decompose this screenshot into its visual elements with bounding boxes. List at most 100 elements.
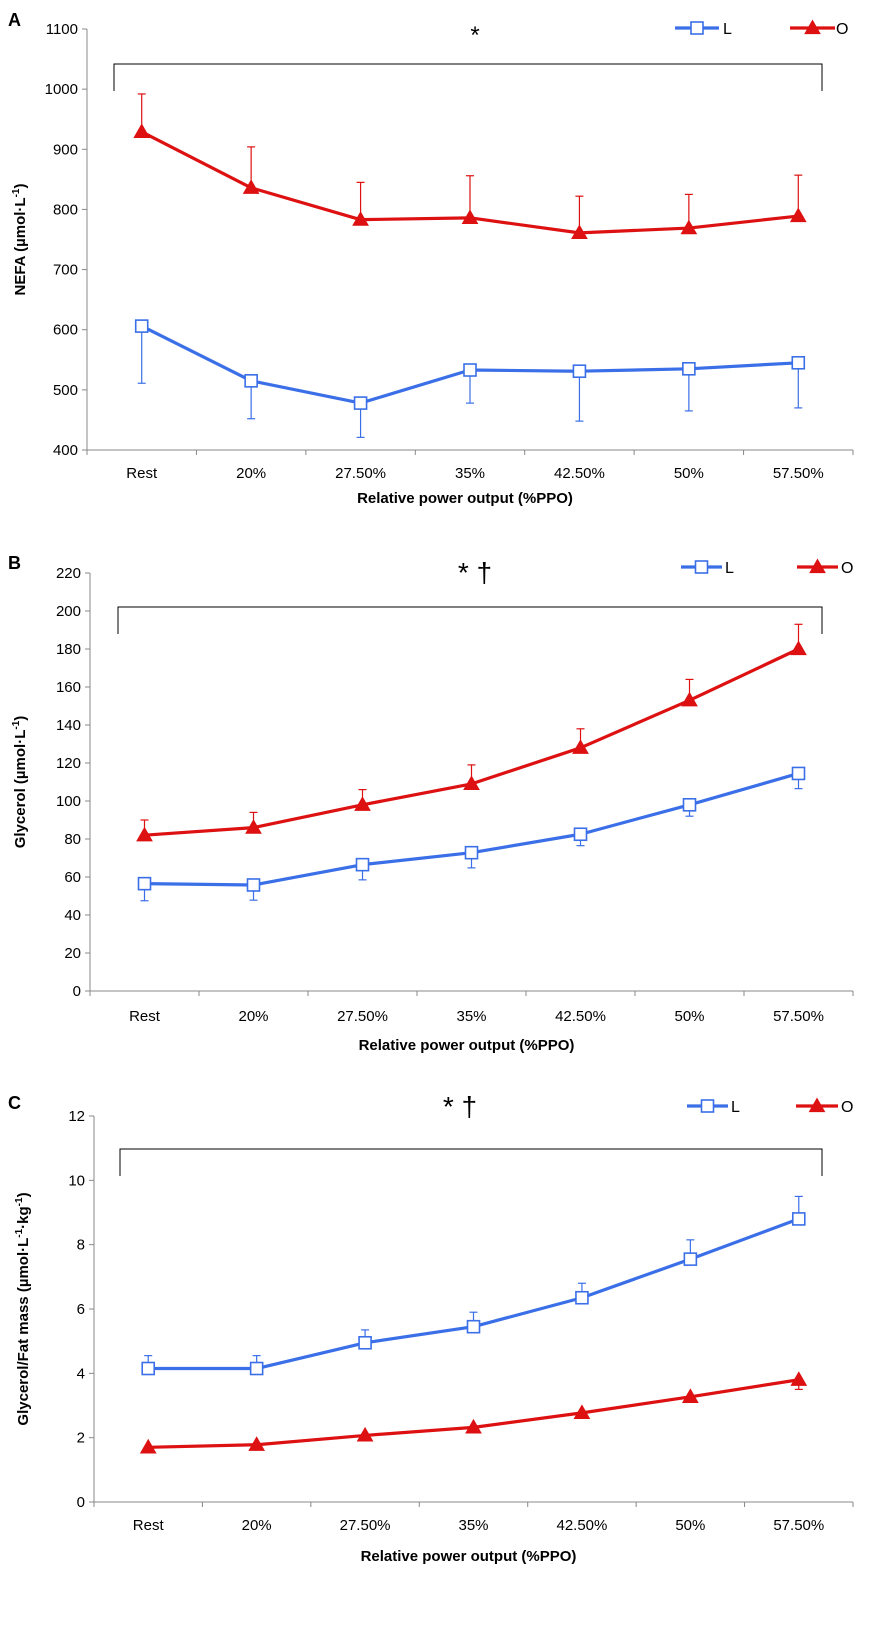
y-tick-label: 160 <box>56 679 81 696</box>
legend-marker <box>804 19 821 35</box>
legend-label: L <box>723 21 732 38</box>
y-tick-label: 1100 <box>46 21 78 38</box>
x-tick-label: 42.50% <box>555 1008 606 1025</box>
data-point <box>244 374 258 388</box>
legend-label: L <box>725 560 734 577</box>
data-point <box>137 876 152 891</box>
x-tick-label: Rest <box>126 465 158 482</box>
data-point <box>789 207 807 223</box>
series-o <box>136 623 807 842</box>
y-tick-label: 10 <box>68 1172 85 1189</box>
legend-marker <box>809 558 826 574</box>
x-tick-label: 57.50% <box>773 465 824 482</box>
panel-c: C 0 2 4 6 8 10 12 Rest 20% 27.50% 35% 42.50% 50% 57.50… <box>8 1091 854 1565</box>
y-tick-label: 8 <box>77 1237 85 1254</box>
series-line <box>144 647 800 837</box>
significance-label: * † <box>443 1091 477 1122</box>
legend-entry-o: O <box>797 558 853 577</box>
x-tick-label: 35% <box>456 1008 486 1025</box>
data-point <box>461 209 479 224</box>
data-point <box>242 179 260 194</box>
data-point <box>573 827 588 842</box>
x-tick-label: 57.50% <box>773 1008 824 1025</box>
panel-letter: B <box>8 553 21 573</box>
y-tick-label: 40 <box>64 907 81 924</box>
data-point <box>134 319 149 333</box>
x-tick-label: 27.50% <box>340 1517 391 1534</box>
legend-label: O <box>841 1099 853 1116</box>
y-tick-label: 4 <box>77 1365 85 1382</box>
x-tick-label: 35% <box>455 465 485 482</box>
series-o <box>133 93 807 240</box>
data-point <box>248 1436 266 1451</box>
significance-bracket <box>113 63 823 91</box>
data-point <box>681 691 698 707</box>
y-tick-label: 220 <box>56 565 81 582</box>
y-tick-label: 800 <box>53 201 78 218</box>
data-point <box>354 796 371 811</box>
y-tick-label: 200 <box>56 603 81 620</box>
data-point <box>245 819 262 834</box>
y-axis-title: Glycerol (µmol·L-1) <box>11 716 29 849</box>
data-point <box>573 1404 591 1420</box>
legend-entry-l: L <box>687 1099 740 1116</box>
data-point <box>355 857 370 872</box>
y-tick-label: 1000 <box>45 81 78 98</box>
y-tick-label: 100 <box>56 793 81 810</box>
data-point <box>466 1319 481 1334</box>
y-tick-label: 12 <box>68 1108 85 1125</box>
x-tick-label: 35% <box>458 1517 488 1534</box>
y-tick-label: 500 <box>53 382 78 399</box>
data-point <box>682 797 697 812</box>
data-point <box>246 878 261 892</box>
y-tick-label: 20 <box>64 945 81 962</box>
x-tick-label: 27.50% <box>337 1008 388 1025</box>
data-point <box>356 1426 374 1442</box>
x-tick-label: 27.50% <box>335 465 386 482</box>
data-point <box>141 1361 156 1376</box>
y-tick-label: 140 <box>56 717 81 734</box>
panel-letter: A <box>8 10 21 30</box>
significance-label: * † <box>458 557 492 588</box>
series-line <box>148 1378 800 1449</box>
data-point <box>463 363 477 377</box>
x-tick-label: 20% <box>242 1517 272 1534</box>
y-tick-label: 700 <box>53 262 78 279</box>
x-tick-label: 20% <box>236 465 266 482</box>
data-point <box>683 1252 698 1266</box>
legend-label: O <box>836 21 848 38</box>
significance-label: * <box>470 22 479 49</box>
y-tick-label: 2 <box>77 1430 85 1447</box>
x-tick-label: 42.50% <box>554 465 605 482</box>
data-point <box>791 355 806 370</box>
data-point <box>681 1388 699 1403</box>
x-tick-label: 50% <box>674 1008 704 1025</box>
y-axis-title: NEFA (µmol·L-1) <box>11 184 29 296</box>
data-point <box>358 1335 372 1350</box>
series-l <box>141 1195 806 1376</box>
data-point <box>572 739 589 754</box>
series-o <box>139 1371 808 1454</box>
y-tick-label: 80 <box>64 831 81 848</box>
data-point <box>352 211 369 226</box>
y-tick-label: 900 <box>53 141 78 158</box>
data-point <box>136 826 153 842</box>
panel-a: A 400 500 600 700 800 900 1000 1100 Rest 20% 27.50%… <box>8 10 854 507</box>
legend-label: L <box>731 1099 740 1116</box>
panel-letter: C <box>8 1093 21 1113</box>
legend-marker <box>808 1097 826 1113</box>
data-point <box>571 224 588 240</box>
series-l <box>137 766 806 902</box>
legend-marker <box>694 560 709 574</box>
x-tick-label: 20% <box>238 1008 268 1025</box>
legend-entry-l: L <box>675 21 732 38</box>
data-point <box>575 1290 589 1305</box>
x-axis-title: Relative power output (%PPO) <box>361 1548 577 1565</box>
y-tick-label: 0 <box>77 1494 85 1511</box>
series-l <box>134 319 806 438</box>
x-tick-label: Rest <box>129 1008 161 1025</box>
data-point <box>682 362 696 376</box>
y-tick-label: 0 <box>73 983 81 1000</box>
y-tick-label: 120 <box>56 755 81 772</box>
data-point <box>463 775 480 791</box>
